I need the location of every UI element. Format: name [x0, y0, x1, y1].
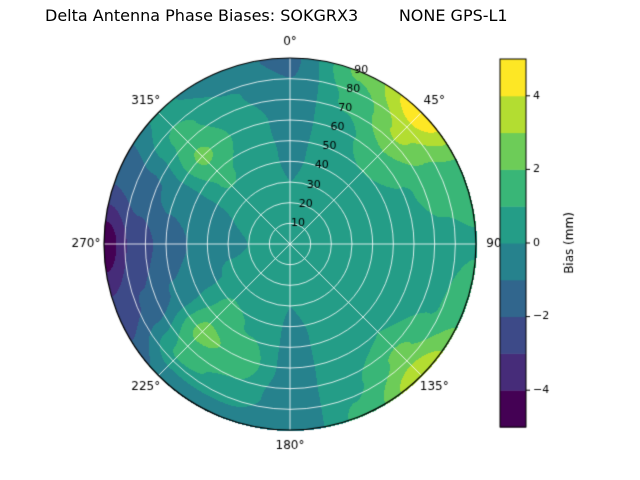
chart-title: Delta Antenna Phase Biases: SOKGRX3 NONE…: [45, 6, 508, 25]
